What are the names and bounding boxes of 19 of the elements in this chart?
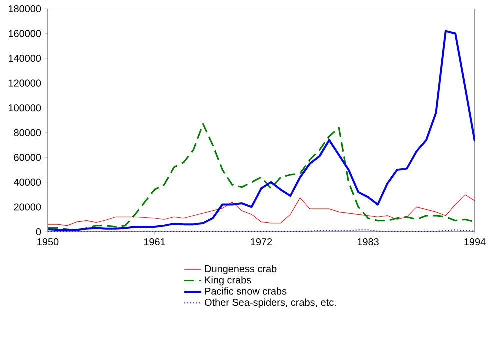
y-tick-label: 0 bbox=[36, 228, 42, 236]
x-tick-label: 1972 bbox=[251, 238, 272, 246]
y-tick-label: 80000 bbox=[14, 129, 42, 136]
y-tick-label: 100000 bbox=[9, 104, 42, 112]
y-tick-label: 160000 bbox=[9, 30, 42, 38]
x-tick-label: 1950 bbox=[38, 238, 59, 246]
y-tick-label: 60000 bbox=[14, 154, 42, 162]
y-tick-label: 20000 bbox=[14, 204, 42, 211]
x-tick-label: 1961 bbox=[144, 238, 166, 246]
legend-label: Other Sea-spiders, crabs, etc. bbox=[205, 298, 336, 308]
y-tick-label: 40000 bbox=[14, 178, 42, 186]
y-tick-label: 120000 bbox=[9, 80, 42, 87]
y-tick-label: 180000 bbox=[9, 5, 42, 13]
x-tick-label: 1994 bbox=[464, 238, 486, 246]
y-tick-label: 140000 bbox=[9, 55, 42, 62]
legend-label: Pacific snow crabs bbox=[205, 288, 287, 295]
legend-label: King crabs bbox=[205, 276, 252, 286]
legend-label: Dungeness crab bbox=[205, 265, 277, 274]
x-tick-label: 1983 bbox=[358, 238, 379, 246]
